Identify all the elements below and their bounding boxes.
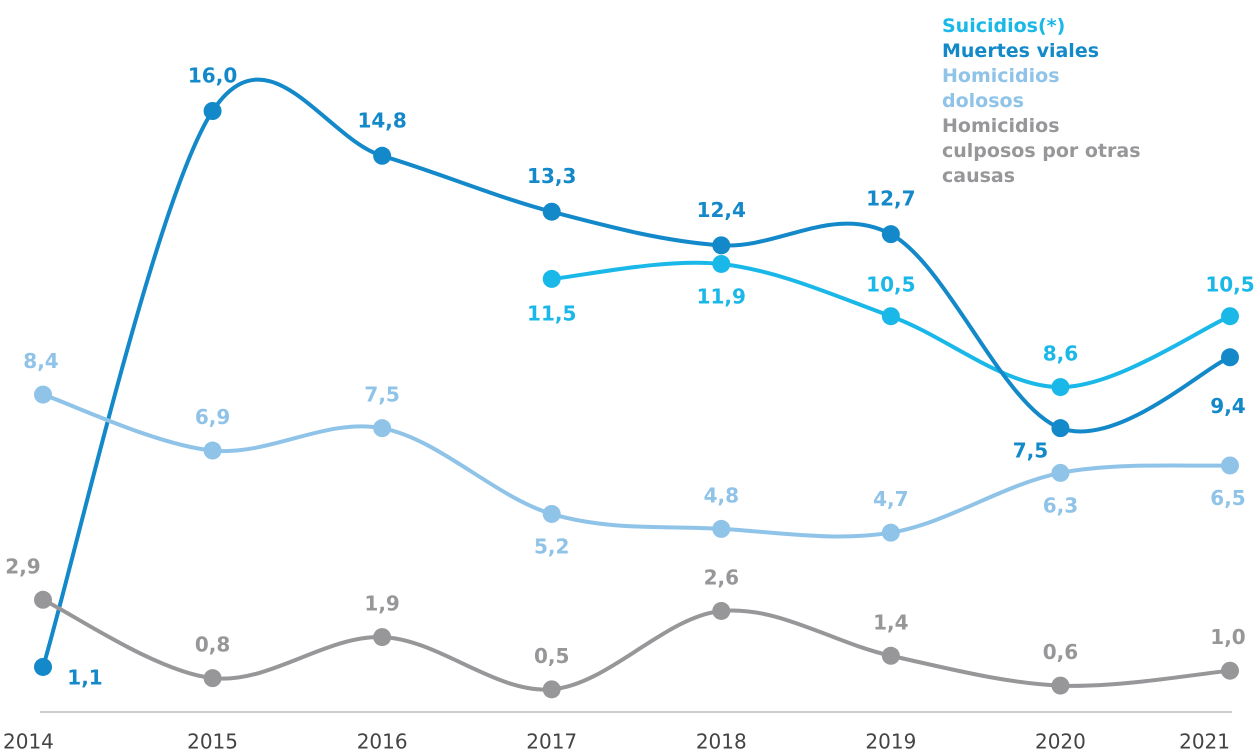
- legend-entry: Homicidios dolosos: [942, 65, 1060, 112]
- legend-entry: Suicidios(*): [942, 15, 1066, 37]
- data-point: [373, 628, 392, 647]
- data-point: [712, 601, 731, 620]
- data-point: [34, 590, 52, 609]
- data-label: 1,9: [364, 592, 399, 616]
- data-point: [542, 680, 561, 699]
- legend-entry: Homicidios culposos por otras causas: [942, 115, 1141, 187]
- data-label: 14,8: [357, 108, 406, 132]
- series-line: [42, 392, 1231, 539]
- data-point: [881, 225, 900, 244]
- data-point: [712, 519, 731, 538]
- data-point: [373, 419, 392, 438]
- data-label: 4,8: [704, 483, 739, 507]
- x-tick-label: 2018: [696, 730, 747, 753]
- data-point: [542, 202, 561, 221]
- data-label: 4,7: [873, 487, 908, 511]
- series-line: [42, 597, 1231, 692]
- data-label: 0,5: [534, 644, 569, 668]
- data-point: [881, 523, 900, 542]
- x-tick-label: 2017: [526, 730, 577, 753]
- data-point: [542, 504, 561, 523]
- data-label: 6,3: [1043, 493, 1078, 517]
- data-label: 1,4: [873, 610, 908, 634]
- data-label: 1,1: [67, 665, 102, 689]
- data-label: 8,4: [23, 349, 58, 373]
- data-label: 2,9: [5, 554, 40, 578]
- data-point: [203, 669, 222, 688]
- x-tick-label: 2014: [3, 730, 54, 753]
- data-point: [1221, 661, 1239, 680]
- legend: Suicidios(*) Muertes viales Homicidios dol…: [942, 14, 1142, 189]
- data-label: 11,5: [527, 301, 576, 325]
- data-label: 7,5: [1013, 439, 1048, 463]
- data-label: 12,7: [866, 187, 915, 211]
- data-label: 0,8: [195, 633, 230, 657]
- data-label: 1,0: [1210, 625, 1245, 649]
- data-point: [203, 102, 222, 120]
- data-point: [712, 236, 731, 255]
- data-label: 6,9: [195, 405, 230, 429]
- x-tick-label: 2015: [187, 730, 238, 753]
- data-point: [203, 441, 222, 460]
- x-tick-label: 2019: [865, 730, 916, 753]
- data-point: [1051, 676, 1070, 695]
- data-point: [542, 269, 561, 288]
- data-label: 0,6: [1043, 640, 1078, 664]
- data-label: 6,5: [1210, 486, 1245, 510]
- data-point: [373, 146, 392, 165]
- x-tick-label: 2016: [357, 730, 408, 753]
- data-label: 5,2: [534, 534, 569, 558]
- data-point: [1221, 348, 1239, 367]
- data-point: [881, 646, 900, 665]
- data-label: 11,9: [697, 284, 746, 308]
- data-point: [34, 385, 52, 404]
- data-point: [34, 657, 52, 676]
- data-label: 10,5: [1205, 273, 1254, 297]
- data-label: 12,4: [697, 198, 746, 222]
- x-tick-label: 2020: [1035, 730, 1086, 753]
- legend-entry: Muertes viales: [942, 40, 1100, 62]
- data-label: 10,5: [866, 273, 915, 297]
- data-label: 9,4: [1210, 394, 1245, 418]
- data-point: [881, 307, 900, 326]
- data-point: [1221, 307, 1239, 326]
- series-line: [41, 77, 1231, 668]
- data-point: [1051, 463, 1070, 482]
- data-label: 13,3: [527, 164, 576, 188]
- data-label: 16,0: [188, 64, 237, 88]
- data-label: 7,5: [364, 383, 399, 407]
- data-label: 2,6: [704, 565, 739, 589]
- data-label: 8,6: [1043, 342, 1078, 366]
- data-point: [1051, 378, 1070, 397]
- data-point: [1051, 419, 1070, 438]
- data-point: [712, 254, 731, 273]
- x-tick-label: 2021: [1179, 730, 1230, 753]
- data-point: [1221, 456, 1239, 475]
